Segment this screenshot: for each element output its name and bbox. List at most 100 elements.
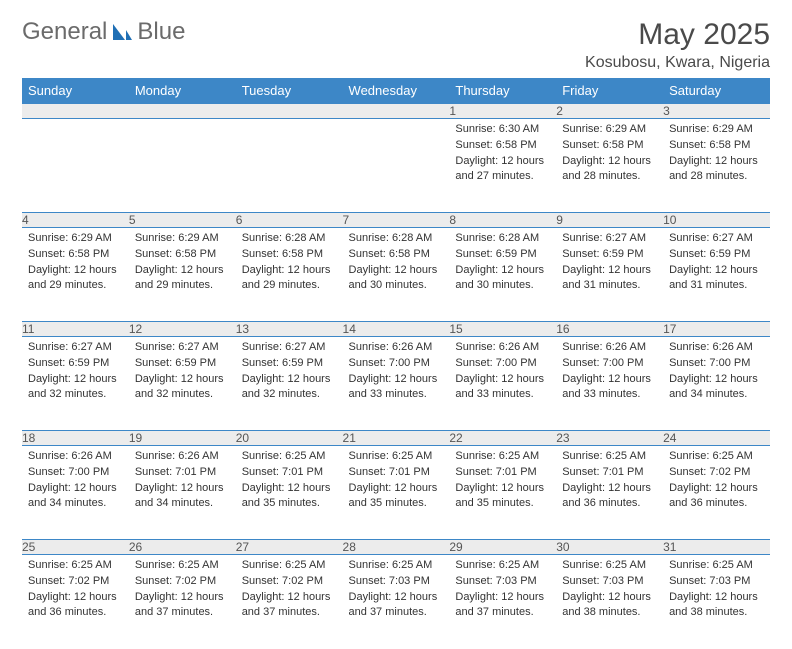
location-label: Kosubosu, Kwara, Nigeria	[585, 54, 770, 72]
day-number-cell: 25	[22, 540, 129, 555]
sunset-line: Sunset: 6:59 PM	[135, 356, 230, 371]
day-number-cell: 8	[449, 213, 556, 228]
day-details: Sunrise: 6:26 AMSunset: 7:00 PMDaylight:…	[663, 337, 770, 408]
sunset-line: Sunset: 6:58 PM	[455, 138, 550, 153]
sunset-line: Sunset: 6:59 PM	[669, 247, 764, 262]
day-details: Sunrise: 6:26 AMSunset: 7:00 PMDaylight:…	[556, 337, 663, 408]
daylight-line: Daylight: 12 hours and 34 minutes.	[28, 481, 123, 511]
sunset-line: Sunset: 7:02 PM	[135, 574, 230, 589]
daylight-line: Daylight: 12 hours and 29 minutes.	[242, 263, 337, 293]
sunset-line: Sunset: 6:58 PM	[28, 247, 123, 262]
daylight-line: Daylight: 12 hours and 29 minutes.	[135, 263, 230, 293]
sunrise-line: Sunrise: 6:25 AM	[242, 558, 337, 573]
daylight-line: Daylight: 12 hours and 36 minutes.	[562, 481, 657, 511]
day-cell: Sunrise: 6:25 AMSunset: 7:02 PMDaylight:…	[236, 555, 343, 649]
daylight-line: Daylight: 12 hours and 38 minutes.	[669, 590, 764, 620]
day-number-cell: 10	[663, 213, 770, 228]
day-cell: Sunrise: 6:26 AMSunset: 7:00 PMDaylight:…	[22, 446, 129, 540]
brand-logo: General Blue	[22, 18, 185, 46]
day-cell: Sunrise: 6:25 AMSunset: 7:03 PMDaylight:…	[449, 555, 556, 649]
day-details: Sunrise: 6:25 AMSunset: 7:03 PMDaylight:…	[556, 555, 663, 626]
day-details: Sunrise: 6:25 AMSunset: 7:02 PMDaylight:…	[236, 555, 343, 626]
day-cell: Sunrise: 6:25 AMSunset: 7:03 PMDaylight:…	[556, 555, 663, 649]
day-cell	[343, 119, 450, 213]
day-number-cell: 26	[129, 540, 236, 555]
week-row: Sunrise: 6:25 AM Sunset: 7:02 PM Daylight:…	[22, 555, 770, 649]
day-details: Sunrise: 6:25 AMSunset: 7:02 PMDaylight:…	[129, 555, 236, 626]
sunrise-line: Sunrise: 6:25 AM	[455, 449, 550, 464]
day-cell: Sunrise: 6:25 AMSunset: 7:03 PMDaylight:…	[663, 555, 770, 649]
day-number-cell: 12	[129, 322, 236, 337]
weekday-header-row: SundayMondayTuesdayWednesdayThursdayFrid…	[22, 78, 770, 104]
day-number-cell: 15	[449, 322, 556, 337]
sunrise-line: Sunrise: 6:26 AM	[349, 340, 444, 355]
day-details: Sunrise: 6:26 AMSunset: 7:00 PMDaylight:…	[22, 446, 129, 517]
day-details: Sunrise: 6:25 AMSunset: 7:01 PMDaylight:…	[343, 446, 450, 517]
day-details: Sunrise: 6:26 AMSunset: 7:01 PMDaylight:…	[129, 446, 236, 517]
sunrise-line: Sunrise: 6:25 AM	[28, 558, 123, 573]
sunrise-line: Sunrise: 6:25 AM	[562, 449, 657, 464]
month-title: May 2025	[585, 18, 770, 52]
day-number-cell: 28	[343, 540, 450, 555]
day-cell: Sunrise: 6:27 AMSunset: 6:59 PMDaylight:…	[236, 337, 343, 431]
day-cell: Sunrise: 6:29 AMSunset: 6:58 PMDaylight:…	[22, 228, 129, 322]
daylight-line: Daylight: 12 hours and 38 minutes.	[562, 590, 657, 620]
sunrise-line: Sunrise: 6:28 AM	[349, 231, 444, 246]
day-number-cell: 17	[663, 322, 770, 337]
day-details: Sunrise: 6:25 AMSunset: 7:03 PMDaylight:…	[449, 555, 556, 626]
daylight-line: Daylight: 12 hours and 32 minutes.	[242, 372, 337, 402]
day-details: Sunrise: 6:25 AMSunset: 7:01 PMDaylight:…	[236, 446, 343, 517]
sunset-line: Sunset: 6:59 PM	[562, 247, 657, 262]
daylight-line: Daylight: 12 hours and 31 minutes.	[669, 263, 764, 293]
daylight-line: Daylight: 12 hours and 35 minutes.	[349, 481, 444, 511]
sunrise-line: Sunrise: 6:27 AM	[669, 231, 764, 246]
day-details: Sunrise: 6:25 AMSunset: 7:02 PMDaylight:…	[22, 555, 129, 626]
sunset-line: Sunset: 6:59 PM	[28, 356, 123, 371]
day-details: Sunrise: 6:27 AMSunset: 6:59 PMDaylight:…	[22, 337, 129, 408]
day-cell: Sunrise: 6:27 AMSunset: 6:59 PMDaylight:…	[663, 228, 770, 322]
sunrise-line: Sunrise: 6:29 AM	[28, 231, 123, 246]
day-cell: Sunrise: 6:29 AMSunset: 6:58 PMDaylight:…	[556, 119, 663, 213]
sunset-line: Sunset: 7:00 PM	[28, 465, 123, 480]
brand-part2: Blue	[137, 18, 185, 46]
sunset-line: Sunset: 7:03 PM	[669, 574, 764, 589]
day-number-cell: 7	[343, 213, 450, 228]
day-details: Sunrise: 6:25 AMSunset: 7:03 PMDaylight:…	[343, 555, 450, 626]
daylight-line: Daylight: 12 hours and 28 minutes.	[562, 154, 657, 184]
day-number-cell: 31	[663, 540, 770, 555]
sunset-line: Sunset: 7:01 PM	[242, 465, 337, 480]
day-details: Sunrise: 6:25 AMSunset: 7:01 PMDaylight:…	[556, 446, 663, 517]
title-block: May 2025 Kosubosu, Kwara, Nigeria	[585, 18, 770, 72]
sunrise-line: Sunrise: 6:26 AM	[135, 449, 230, 464]
day-number-cell: 5	[129, 213, 236, 228]
daylight-line: Daylight: 12 hours and 33 minutes.	[349, 372, 444, 402]
day-number-cell: 27	[236, 540, 343, 555]
weekday-header: Saturday	[663, 78, 770, 104]
sunset-line: Sunset: 6:59 PM	[242, 356, 337, 371]
daylight-line: Daylight: 12 hours and 36 minutes.	[669, 481, 764, 511]
day-cell: Sunrise: 6:25 AMSunset: 7:01 PMDaylight:…	[343, 446, 450, 540]
day-cell: Sunrise: 6:25 AMSunset: 7:02 PMDaylight:…	[663, 446, 770, 540]
week-row: Sunrise: 6:27 AMSunset: 6:59 PMDaylight:…	[22, 337, 770, 431]
day-cell: Sunrise: 6:30 AMSunset: 6:58 PMDaylight:…	[449, 119, 556, 213]
day-number-cell: 1	[449, 104, 556, 119]
day-details: Sunrise: 6:25 AMSunset: 7:01 PMDaylight:…	[449, 446, 556, 517]
sunrise-line: Sunrise: 6:25 AM	[669, 558, 764, 573]
weekday-header: Thursday	[449, 78, 556, 104]
week-row: Sunrise: 6:29 AMSunset: 6:58 PM Daylight:…	[22, 228, 770, 322]
sunset-line: Sunset: 7:03 PM	[349, 574, 444, 589]
day-details: Sunrise: 6:29 AMSunset: 6:58 PMDaylight:…	[556, 119, 663, 190]
day-details: Sunrise: 6:27 AMSunset: 6:59 PMDaylight:…	[129, 337, 236, 408]
day-number-cell: 9	[556, 213, 663, 228]
daylight-line: Daylight: 12 hours and 35 minutes.	[455, 481, 550, 511]
daylight-line: Daylight: 12 hours and 30 minutes.	[349, 263, 444, 293]
day-number-cell: 23	[556, 431, 663, 446]
day-number-cell	[22, 104, 129, 119]
daynum-row: 18192021222324	[22, 431, 770, 446]
day-number-cell: 6	[236, 213, 343, 228]
day-number-cell: 24	[663, 431, 770, 446]
day-number-cell: 14	[343, 322, 450, 337]
day-details: Sunrise: 6:29 AMSunset: 6:58 PMDaylight:…	[22, 228, 129, 299]
sunrise-line: Sunrise: 6:27 AM	[242, 340, 337, 355]
weekday-header: Monday	[129, 78, 236, 104]
